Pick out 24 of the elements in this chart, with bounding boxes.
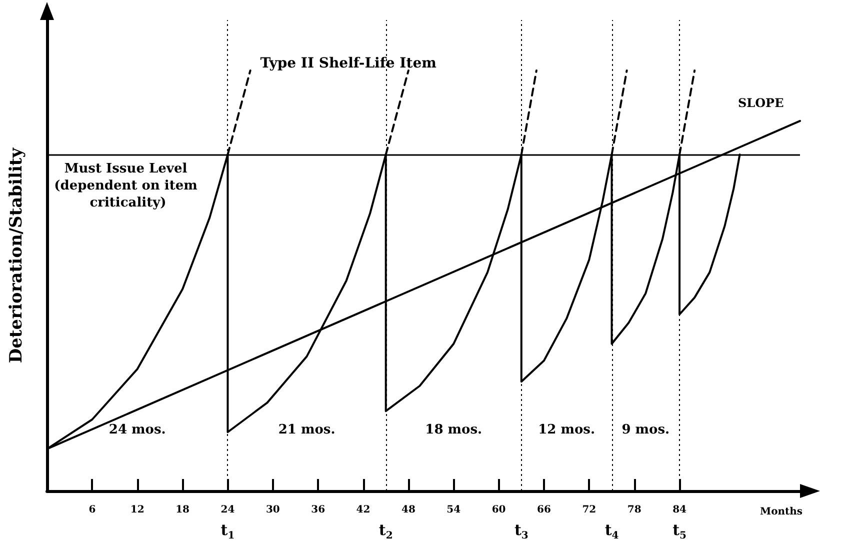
ref-line-label: Must Issue Level (dependent on item criticality): [54, 162, 202, 211]
x-tick-label: 12: [130, 504, 144, 516]
x-tick-label: 24: [220, 504, 235, 516]
annotation: 9 mos.: [622, 422, 670, 438]
x-tick-label: 42: [356, 504, 370, 516]
y-axis-title: Deterioration/Stability: [6, 146, 26, 364]
x-tick-label: 66: [537, 504, 551, 516]
x-tick-label: 18: [176, 504, 190, 516]
series-label: SLOPE: [738, 96, 784, 110]
x-tick-label: 84: [672, 504, 687, 516]
x-tick-label: 54: [446, 504, 461, 516]
x-tick-label: 48: [401, 504, 416, 516]
x-tick-label: 72: [582, 504, 596, 516]
annotation: 24 mos.: [108, 422, 166, 438]
x-tick-label: 6: [88, 504, 96, 516]
annotation: 18 mos.: [425, 422, 482, 438]
x-tick-label: 60: [492, 504, 506, 516]
x-tick-label: 78: [627, 504, 642, 516]
x-tick-label: 30: [266, 504, 280, 516]
annotation: 21 mos.: [278, 422, 336, 438]
x-tick-label: 36: [311, 504, 326, 516]
annotation: 12 mos.: [538, 422, 596, 438]
series-label: Type II Shelf-Life Item: [260, 55, 437, 72]
x-axis-title: Months: [760, 506, 803, 518]
